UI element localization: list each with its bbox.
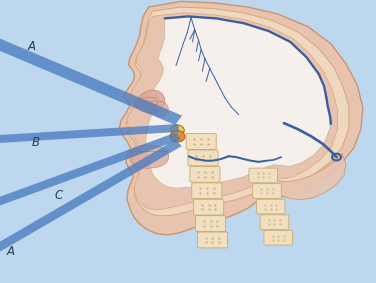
Polygon shape (130, 145, 168, 168)
Polygon shape (0, 32, 182, 125)
FancyBboxPatch shape (249, 168, 277, 183)
Ellipse shape (146, 110, 158, 113)
Polygon shape (153, 101, 168, 117)
Polygon shape (0, 124, 179, 144)
Text: A: A (28, 40, 36, 53)
Text: C: C (54, 189, 62, 202)
Ellipse shape (140, 97, 157, 102)
Polygon shape (127, 13, 338, 210)
FancyBboxPatch shape (256, 199, 285, 214)
FancyBboxPatch shape (192, 183, 222, 199)
FancyBboxPatch shape (188, 150, 218, 166)
FancyBboxPatch shape (197, 232, 227, 248)
Polygon shape (0, 132, 181, 212)
Polygon shape (126, 7, 349, 216)
Circle shape (171, 125, 184, 135)
Polygon shape (135, 90, 165, 113)
FancyBboxPatch shape (196, 216, 226, 231)
Polygon shape (0, 140, 182, 261)
FancyBboxPatch shape (264, 230, 293, 245)
Text: B: B (32, 136, 40, 149)
Polygon shape (120, 1, 363, 235)
FancyBboxPatch shape (186, 134, 216, 149)
Text: A: A (6, 245, 15, 258)
Circle shape (170, 131, 185, 142)
FancyBboxPatch shape (260, 215, 289, 230)
FancyBboxPatch shape (190, 166, 220, 182)
Ellipse shape (143, 104, 158, 108)
FancyBboxPatch shape (194, 199, 224, 215)
Polygon shape (271, 153, 346, 200)
Polygon shape (146, 16, 330, 188)
FancyBboxPatch shape (253, 184, 281, 198)
